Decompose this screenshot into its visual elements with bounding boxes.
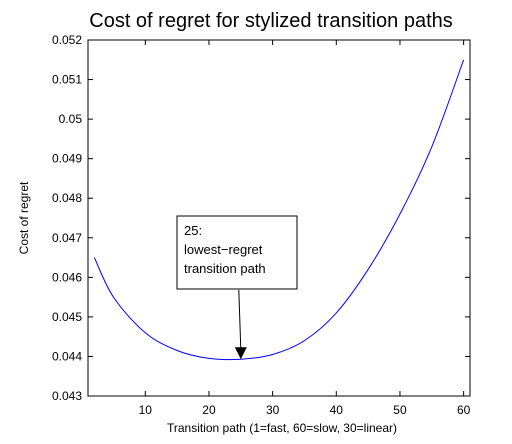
x-tick-label: 30 bbox=[266, 403, 280, 417]
ticks: 10 20 30 40 50 60 0.043 0.044 0.045 0.046 0.047 0.0… bbox=[52, 33, 471, 417]
y-tick-label: 0.049 bbox=[52, 152, 82, 166]
y-tick-label: 0.043 bbox=[52, 389, 82, 403]
x-tick-label: 60 bbox=[457, 403, 471, 417]
annotation-line-3: transition path bbox=[184, 261, 266, 276]
y-tick-label: 0.05 bbox=[59, 112, 83, 126]
axes-box bbox=[87, 39, 471, 397]
y-tick-label: 0.047 bbox=[52, 231, 82, 245]
y-tick-label: 0.044 bbox=[52, 349, 82, 363]
y-tick-label: 0.048 bbox=[52, 191, 82, 205]
x-tick-label: 20 bbox=[202, 403, 216, 417]
x-tick-label: 50 bbox=[393, 403, 407, 417]
annotation-line-2: lowest−regret bbox=[184, 242, 263, 257]
y-tick-label: 0.052 bbox=[52, 33, 82, 47]
annotation-box bbox=[176, 215, 298, 290]
annotation-line-1: 25: bbox=[184, 223, 202, 238]
y-tick-label: 0.051 bbox=[52, 73, 82, 87]
plot-area bbox=[93, 59, 465, 361]
x-tick-label: 40 bbox=[330, 403, 344, 417]
chart-title: Cost of regret for stylized transition p… bbox=[89, 10, 453, 32]
y-tick-label: 0.045 bbox=[52, 310, 82, 324]
annotation-arrow-shaft bbox=[238, 289, 242, 350]
x-axis-label: Transition path (1=fast, 60=slow, 30=lin… bbox=[167, 421, 397, 435]
y-tick-label: 0.046 bbox=[52, 270, 82, 284]
y-axis-label: Cost of regret bbox=[17, 181, 31, 254]
annotation-arrow-head bbox=[234, 347, 247, 360]
annotation: 25: lowest−regret transition path bbox=[176, 215, 298, 360]
series-line bbox=[93, 59, 465, 361]
x-tick-label: 10 bbox=[139, 403, 153, 417]
